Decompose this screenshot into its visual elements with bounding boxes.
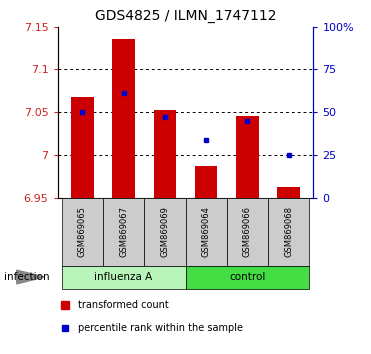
Text: control: control bbox=[229, 272, 266, 282]
Bar bbox=[186, 266, 309, 289]
Bar bbox=[268, 198, 309, 266]
Bar bbox=[236, 116, 259, 198]
Bar bbox=[103, 198, 144, 266]
Text: GSM869064: GSM869064 bbox=[202, 206, 211, 257]
Text: infection: infection bbox=[4, 272, 49, 282]
Bar bbox=[278, 187, 300, 198]
Bar bbox=[112, 39, 135, 198]
Polygon shape bbox=[17, 270, 45, 284]
Bar bbox=[144, 198, 186, 266]
Bar bbox=[62, 198, 103, 266]
Text: GSM869065: GSM869065 bbox=[78, 206, 87, 257]
Bar bbox=[186, 198, 227, 266]
Text: GSM869067: GSM869067 bbox=[119, 206, 128, 257]
Text: influenza A: influenza A bbox=[95, 272, 153, 282]
Bar bbox=[62, 266, 186, 289]
Bar bbox=[227, 198, 268, 266]
Text: transformed count: transformed count bbox=[78, 300, 169, 310]
Bar bbox=[71, 97, 93, 198]
Bar bbox=[154, 110, 176, 198]
Title: GDS4825 / ILMN_1747112: GDS4825 / ILMN_1747112 bbox=[95, 9, 276, 23]
Text: percentile rank within the sample: percentile rank within the sample bbox=[78, 323, 243, 333]
Text: GSM869069: GSM869069 bbox=[160, 206, 169, 257]
Text: GSM869066: GSM869066 bbox=[243, 206, 252, 257]
Bar bbox=[195, 166, 217, 198]
Text: GSM869068: GSM869068 bbox=[284, 206, 293, 257]
